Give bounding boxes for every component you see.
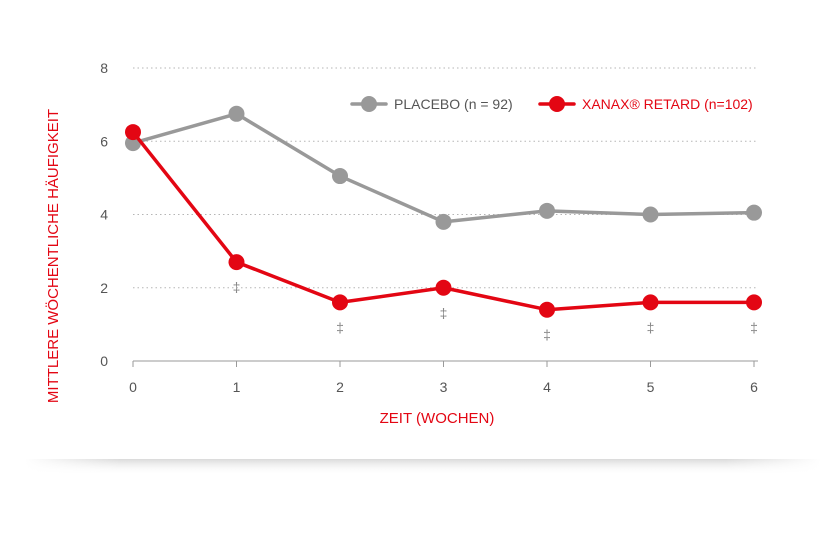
significance-marker-1: ‡ [233,279,241,295]
legend-marker-1 [549,96,565,112]
significance-marker-2: ‡ [336,319,344,335]
y-tick-label-2: 2 [100,280,108,296]
series-0-point-2 [332,168,348,185]
grid-lines [133,67,758,289]
y-axis-title: MITTLERE WÖCHENTLICHE HÄUFIGKEIT [44,109,62,403]
series-1-point-0 [125,124,141,141]
series-1-point-1 [228,254,245,271]
series-line-0 [131,112,756,224]
x-tick-label-6: 6 [750,379,758,395]
series-1-point-4 [539,301,555,318]
significance-marker-3: ‡ [440,305,448,321]
significance-marker-6: ‡ [750,319,758,335]
axes: 0 2 4 6 8 0 1 2 3 4 5 6 [100,60,758,395]
series-0-point-1 [228,105,245,122]
series-0-point-4 [539,202,555,219]
legend-marker-0 [361,96,377,112]
x-tick-label-0: 0 [129,379,137,395]
series-1-point-5 [642,294,659,311]
y-tick-label-0: 0 [100,353,108,369]
x-tick-label-5: 5 [647,379,655,395]
legend: PLACEBO (n = 92) XANAX® RETARD (n=102) [350,96,753,112]
x-tick-label-2: 2 [336,379,344,395]
series-1-point-3 [435,279,452,296]
series-0-point-5 [642,206,659,223]
x-tick-label-3: 3 [440,379,448,395]
legend-label-1: XANAX® RETARD (n=102) [582,96,753,112]
series-1-point-6 [746,294,762,311]
significance-marker-5: ‡ [647,319,655,335]
significance-marker-4: ‡ [543,327,551,343]
bottom-shadow [25,459,821,475]
y-tick-label-8: 8 [100,60,108,76]
x-tick-label-4: 4 [543,379,551,395]
x-axis-title: ZEIT (WOCHEN) [380,410,495,427]
series-0-point-6 [746,204,762,221]
x-tick-label-1: 1 [233,379,241,395]
series-0-point-3 [435,213,452,230]
series-layer: ‡ ‡ ‡ ‡ ‡ ‡ [125,105,762,343]
series-1-point-2 [332,294,348,311]
legend-label-0: PLACEBO (n = 92) [394,96,513,112]
y-tick-label-6: 6 [100,133,108,149]
y-tick-label-4: 4 [100,207,108,223]
